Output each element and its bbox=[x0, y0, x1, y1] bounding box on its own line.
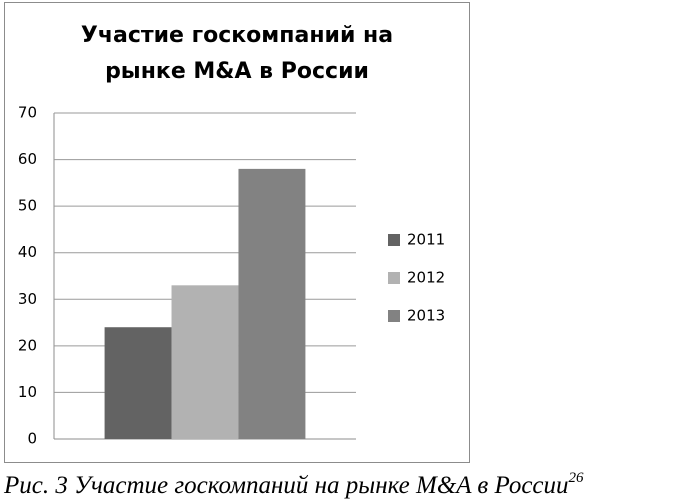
y-tick-label: 20 bbox=[18, 336, 37, 354]
y-tick-label: 0 bbox=[27, 430, 37, 448]
legend-label: 2011 bbox=[407, 231, 445, 249]
legend-swatch bbox=[388, 272, 400, 284]
legend-swatch bbox=[388, 234, 400, 246]
y-tick-label: 30 bbox=[18, 290, 37, 308]
chart-frame bbox=[4, 2, 470, 463]
caption: Рис. 3 Участие госкомпаний на рынке M&A … bbox=[4, 470, 584, 500]
y-tick-label: 50 bbox=[18, 197, 37, 215]
bar bbox=[171, 285, 239, 439]
y-tick-label: 70 bbox=[18, 104, 37, 122]
chart-title: Участие госкомпаний на рынке M&A в Росси… bbox=[80, 23, 394, 84]
y-tick-label: 40 bbox=[18, 243, 37, 261]
legend-label: 2013 bbox=[407, 307, 445, 325]
y-tick-label: 10 bbox=[18, 383, 37, 401]
chart: 0 10 20 30 40 50 60 70 2011 2012 2013 bbox=[18, 104, 445, 448]
bar bbox=[104, 327, 172, 439]
chart-title-box: Участие госкомпаний на рынке M&A в Росси… bbox=[4, 18, 470, 90]
legend-swatch bbox=[388, 310, 400, 322]
legend-label: 2012 bbox=[407, 269, 445, 287]
caption-text: Рис. 3 Участие госкомпаний на рынке M&A … bbox=[4, 472, 569, 499]
y-tick-label: 60 bbox=[18, 150, 37, 168]
bar bbox=[238, 168, 306, 439]
footnote: 26 bbox=[568, 470, 584, 486]
